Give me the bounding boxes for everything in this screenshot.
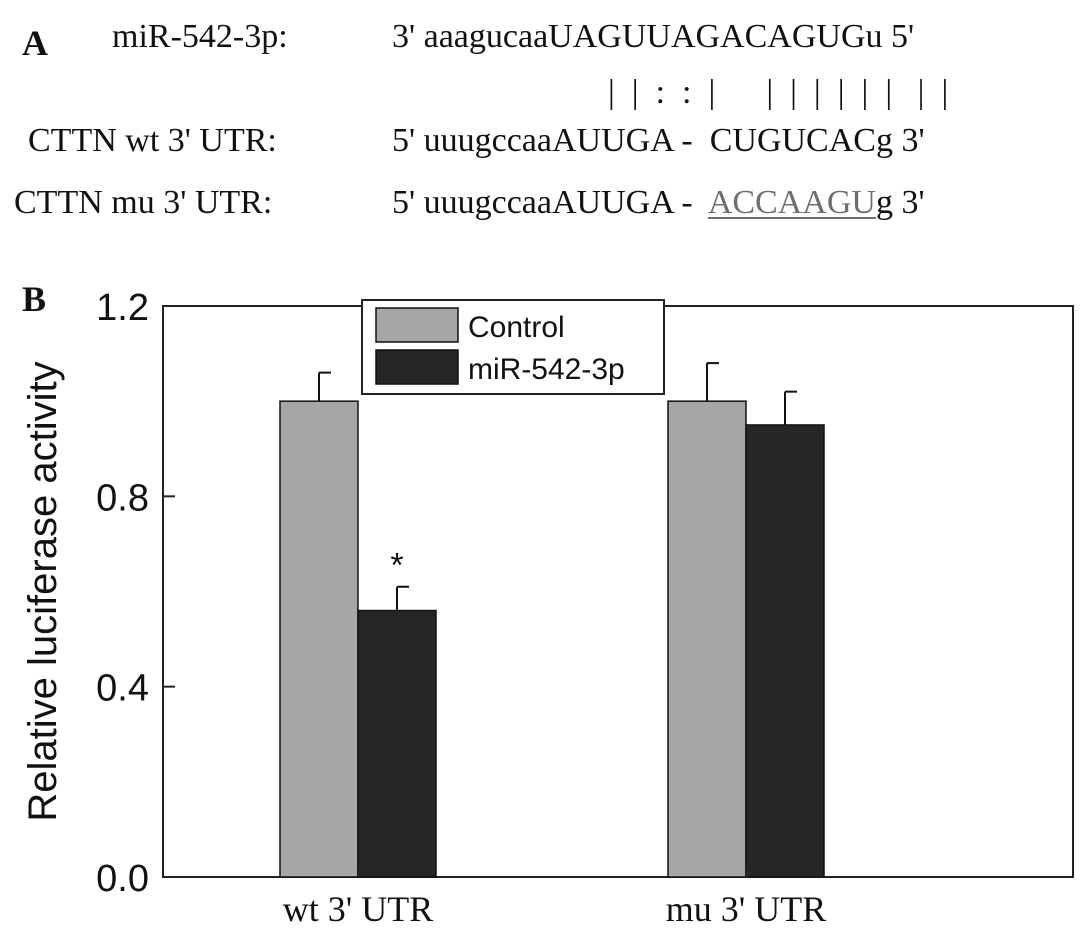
base-pairing-marks: | | : : | | | | | | | | | <box>608 74 949 111</box>
wt-seq-prefix: 5' uuugccaa <box>392 122 552 159</box>
wt-utr-sequence: 5' uuugccaaAUUGA - CUGUCACg 3' <box>392 122 925 160</box>
mir-seq-suffix: u 5' <box>865 18 915 55</box>
y-tick-label: 0.4 <box>96 668 149 710</box>
mir-seq-prefix: 3' aaagucaa <box>392 18 549 55</box>
y-tick-label: 1.2 <box>96 287 149 329</box>
mir-seq-core: UAGUUAGACAGUG <box>548 18 866 55</box>
x-tick-label: mu 3' UTR <box>666 889 827 929</box>
panel-a-letter: A <box>22 23 48 63</box>
legend-swatch <box>375 307 459 343</box>
mu-seq-suffix: g 3' <box>875 184 925 221</box>
mir-label: miR-542-3p: <box>112 18 288 55</box>
x-tick-label: wt 3' UTR <box>283 889 434 929</box>
significance-asterisk: * <box>390 547 403 585</box>
y-tick-label: 0.8 <box>96 477 149 519</box>
mu-seq-mutated-site: ACCAAGU <box>707 184 876 221</box>
bar-control <box>279 400 359 878</box>
wt-utr-label: CTTN wt 3' UTR: <box>28 122 277 159</box>
mu-utr-sequence: 5' uuugccaaAUUGA - ACCAAGUg 3' <box>392 184 925 222</box>
bar-control <box>667 400 747 878</box>
mu-seq-prefix: 5' uuugccaaAUUGA - <box>392 184 708 221</box>
luciferase-bar-chart: 0.0 0.4 0.8 1.2 Relative luciferase activity… <box>21 287 1074 929</box>
panel-b-letter: B <box>22 279 47 319</box>
legend-label: miR-542-3p <box>468 353 625 386</box>
wt-seq-suffix: g 3' <box>875 122 925 159</box>
panel-b-bar-chart: B 0.0 0.4 0.8 1.2 Relative luciferase activi… <box>0 250 1087 946</box>
y-axis-label: Relative luciferase activity <box>21 361 65 821</box>
legend-swatch <box>375 349 459 385</box>
wt-seq-core: AUUGA - CUGUCAC <box>552 122 876 159</box>
mir-sequence: 3' aaagucaaUAGUUAGACAGUGu 5' <box>392 18 914 56</box>
bar-mir-542-3p <box>745 424 825 878</box>
panel-a-sequence-alignment: A miR-542-3p: 3' aaagucaaUAGUUAGACAGUGu … <box>0 0 1087 250</box>
bar-mir-542-3p <box>357 609 437 878</box>
mu-utr-label: CTTN mu 3' UTR: <box>14 184 273 221</box>
y-tick-label: 0.0 <box>96 858 149 900</box>
legend-label: Control <box>468 311 565 344</box>
